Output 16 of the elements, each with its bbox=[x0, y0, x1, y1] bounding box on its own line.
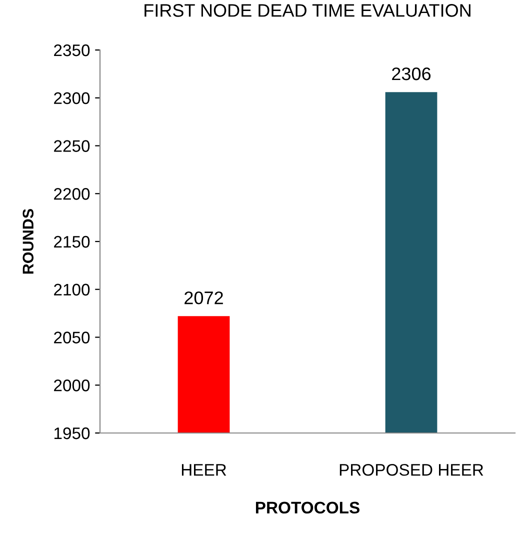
y-tick-label: 2250 bbox=[54, 140, 90, 152]
y-tick-label: 2300 bbox=[54, 92, 90, 104]
chart-title: FIRST NODE DEAD TIME EVALUATION bbox=[144, 4, 470, 17]
y-tick-label: 2100 bbox=[54, 284, 90, 296]
y-tick-label: 2200 bbox=[54, 188, 90, 200]
y-tick-label: 2000 bbox=[54, 380, 90, 392]
x-axis-title: PROTOCOLS bbox=[256, 502, 360, 514]
data-label: 2306 bbox=[392, 67, 431, 80]
y-tick-label: 2050 bbox=[54, 332, 90, 344]
x-tick-label: PROPOSED HEER bbox=[340, 464, 484, 476]
y-axis-title: ROUNDS bbox=[22, 208, 34, 274]
x-tick-label: HEER bbox=[182, 464, 226, 476]
data-label: 2072 bbox=[184, 291, 223, 304]
y-tick-label: 2150 bbox=[54, 236, 90, 248]
y-tick-label: 1950 bbox=[54, 427, 90, 440]
y-tick-label: 2350 bbox=[54, 44, 90, 56]
